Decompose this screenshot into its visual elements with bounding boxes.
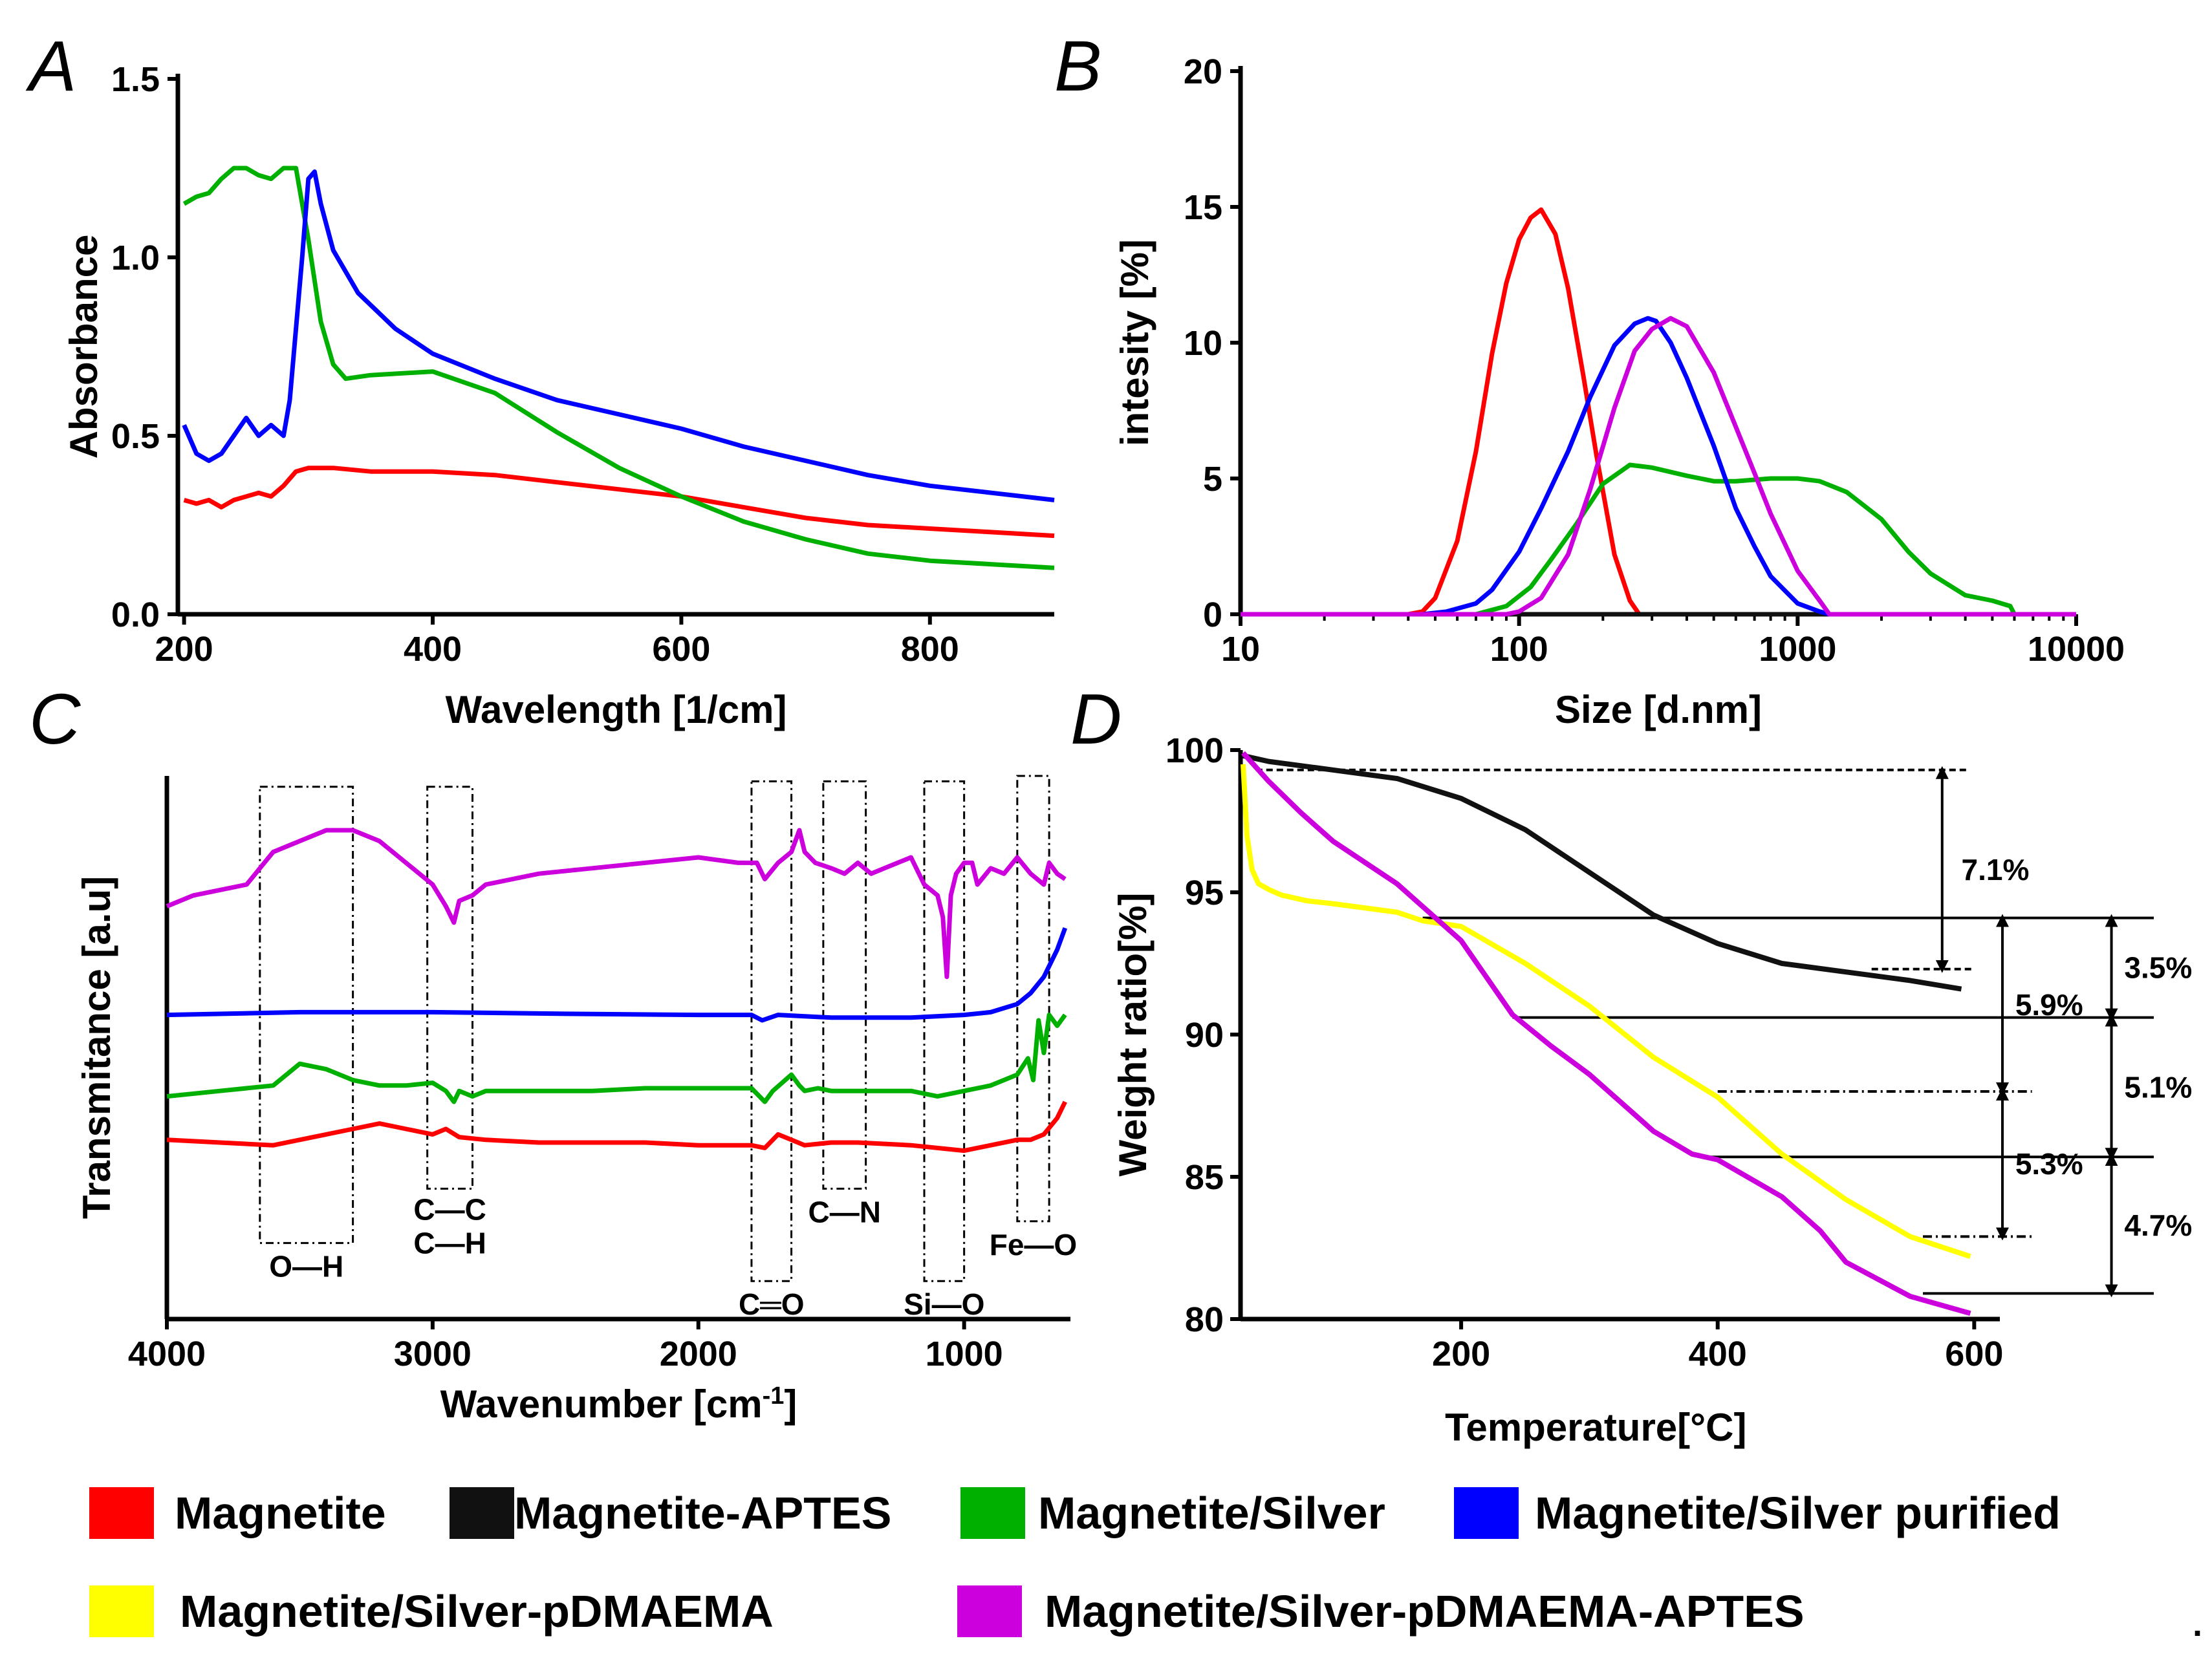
legend-label-pdmaema: Magnetite/Silver-pDMAEMA [180,1586,774,1637]
panel-a-series-magnetite [183,466,1055,539]
panel-d-annotation-label: 5.9% [2015,988,2083,1022]
panel-b-y-tick-label: 5 [1203,460,1222,499]
panel-c-band-label: Si—O [904,1287,984,1321]
panel-c-x-tick-label: 3000 [394,1335,472,1373]
legend-label-aptes: Magnetite-APTES [514,1488,891,1538]
panel-a-series-purified [182,169,1055,502]
panel-d-y-tick-label: 100 [1166,731,1224,770]
panel-c-y-axis-label: Transmitance [a.u] [75,876,118,1219]
legend-swatch-pdmaema_aptes [957,1585,1022,1637]
panel-b-x-tick-label: 100 [1490,630,1548,669]
legend-label-silver: Magnetite/Silver [1038,1488,1385,1538]
panel-d-annotation-label: 3.5% [2124,951,2192,985]
panel-c-x-tick-label: 4000 [128,1335,206,1373]
panel-c-band-box [750,780,793,1282]
panel-d-y-tick-label: 90 [1185,1016,1224,1055]
panel-c-x-tick-label: 1000 [926,1335,1003,1373]
panel-d-tga-chart: D 80 85 90 95 100 200 400 600 Temperature[°C] Weig… [1070,680,2192,1449]
panel-a-y-tick-label: 0.0 [111,596,160,634]
panel-a-absorbance-chart: A 0.0 0.5 1.0 1.5 200 400 600 800 Wavelength [1/c… [25,27,1055,731]
legend-swatch-pdmaema [89,1585,154,1637]
panel-b-y-axis-label: intesity [%] [1113,239,1156,446]
panel-d-annotation-label: 4.7% [2124,1208,2192,1242]
panel-b-size-distribution-chart: B 0 5 10 15 20 10 100 1000 10000 Size [d.nm] intesi… [1054,27,2125,731]
panel-d-x-tick-label: 600 [1945,1335,2003,1373]
panel-b-y-tick-label: 0 [1203,596,1222,634]
panel-a-x-tick-label: 400 [404,630,462,669]
panel-a-letter: A [25,27,76,106]
panel-c-series-magnetite [166,1101,1067,1154]
panel-c-x-axis-label: Wavenumber [cm-1] [440,1382,797,1426]
panel-a-y-tick-label: 1.5 [111,60,160,99]
panel-c-band-label: C═O [739,1287,805,1321]
panel-a-y-tick-label: 0.5 [111,417,160,456]
panel-d-letter: D [1070,680,1122,759]
legend-label-pdmaema_aptes: Magnetite/Silver-pDMAEMA-APTES [1045,1586,1805,1637]
panel-a-series-silver [182,166,1055,570]
panel-b-x-axis-label: Size [d.nm] [1555,688,1762,731]
panel-b-y-tick-label: 15 [1184,188,1222,227]
panel-b-y-tick-label: 20 [1184,52,1222,91]
panel-c-band-label: Fe—O [990,1228,1077,1262]
panel-c-series-pdmaema_aptes [166,828,1067,980]
legend-swatch-silver [960,1487,1025,1539]
legend-label-magnetite: Magnetite [175,1488,386,1538]
legend-label-purified: Magnetite/Silver purified [1535,1488,2061,1538]
panel-a-y-tick-label: 1.0 [111,239,160,277]
panel-b-letter: B [1054,27,1101,106]
panel-b-series-silver [1241,462,2076,617]
legend-swatch-purified [1454,1487,1519,1539]
panel-d-annotation-label: 5.3% [2015,1147,2083,1181]
panel-b-x-tick-label: 1000 [1759,630,1836,669]
legend-swatch-magnetite [89,1487,154,1539]
panel-c-band-label: C—N [808,1195,881,1229]
panel-a-x-tick-label: 600 [652,630,710,669]
panel-c-series-silver [166,1013,1067,1104]
panel-a-x-tick-label: 800 [901,630,959,669]
panel-b-x-tick-label: 10 [1221,630,1260,669]
panel-b-series-purified [1241,316,2076,617]
legend: Magnetite Magnetite-APTES Magnetite/Silver… [89,1487,2061,1637]
panel-c-x-tick-label: 2000 [660,1335,737,1373]
panel-c-band-label: C—H [413,1226,486,1260]
panel-c-band-box [1016,775,1050,1223]
panel-a-x-tick-label: 200 [155,630,213,669]
panel-d-series-pdmaema_aptes [1241,751,1971,1316]
panel-b-series-magnetite [1241,207,2076,617]
panel-c-letter: C [29,680,81,759]
panel-b-y-tick-label: 10 [1184,324,1222,363]
panel-d-series-pdmaema [1241,764,1971,1259]
panel-c-band-box [923,780,966,1282]
panel-c-band-box [822,780,867,1190]
panel-d-annotation-label: 7.1% [1962,853,2030,886]
panel-d-y-tick-label: 85 [1185,1158,1224,1197]
panel-c-band-label: C—C [413,1192,486,1226]
panel-d-annotation-label: 5.1% [2124,1070,2192,1104]
panel-a-x-axis-label: Wavelength [1/cm] [446,688,787,731]
panel-a-y-axis-label: Absorbance [62,235,105,459]
panel-d-y-tick-label: 95 [1185,874,1224,912]
footnote-dot: . [2193,1605,2202,1644]
panel-b-x-tick-label: 10000 [2028,630,2125,669]
panel-d-x-axis-label: Temperature[°C] [1445,1406,1746,1449]
panel-d-x-tick-label: 200 [1432,1335,1490,1373]
panel-d-y-axis-label: Weight ratio[%] [1111,893,1155,1177]
panel-c-band-box [259,786,354,1244]
panel-c-band-label: O—H [269,1249,343,1283]
panel-b-series-pdmaema_aptes [1241,316,2076,617]
panel-d-x-tick-label: 400 [1689,1335,1747,1373]
panel-c-band-box [426,786,474,1190]
panel-c-series-purified [166,927,1068,1023]
panel-c-ftir-chart: C 4000 3000 2000 1000 Wavenumber [cm-1] Transm… [29,680,1077,1426]
panel-d-y-tick-label: 80 [1185,1300,1224,1339]
panel-d-series-aptes [1242,753,1962,992]
legend-swatch-aptes [450,1487,514,1539]
